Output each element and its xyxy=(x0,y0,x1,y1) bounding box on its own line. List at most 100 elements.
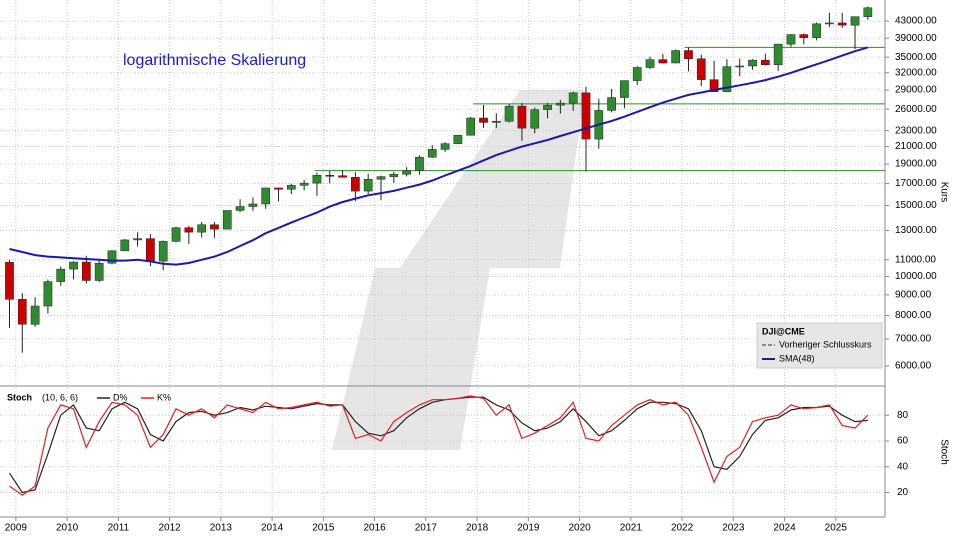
y-tick-label: 40 xyxy=(897,461,909,472)
candle-body xyxy=(504,105,514,122)
x-tick-label: 2021 xyxy=(620,523,643,534)
candle-body xyxy=(427,149,437,158)
watermark xyxy=(332,90,585,450)
x-tick-label: 2014 xyxy=(261,523,284,534)
y-tick-label: 15000.00 xyxy=(895,200,937,211)
x-tick-label: 2017 xyxy=(415,523,438,534)
y-tick-label: 26000.00 xyxy=(895,104,937,115)
candle-body xyxy=(607,97,616,111)
x-tick-label: 2013 xyxy=(210,523,233,534)
candle-body xyxy=(261,187,271,205)
stoch-panel: 2009 2010 2011 2012 2013 2014 2015 2016 2017 2018… xyxy=(0,388,909,534)
candle-body xyxy=(684,50,693,59)
candle-body xyxy=(235,206,245,211)
candle-body xyxy=(812,23,821,38)
candle-body xyxy=(133,238,142,241)
candle-body xyxy=(517,105,527,129)
candle-body xyxy=(632,67,642,81)
candle-body xyxy=(466,117,476,136)
candle-body xyxy=(107,250,117,264)
y-tick-label: 23000.00 xyxy=(895,125,937,136)
candle-body xyxy=(491,120,501,123)
candle-body xyxy=(43,281,53,307)
candle-body xyxy=(299,182,309,186)
candle-body xyxy=(748,59,757,67)
candle-body xyxy=(658,59,668,64)
candle-body xyxy=(556,102,565,106)
candle-body xyxy=(69,261,78,270)
candle-body xyxy=(581,92,591,140)
y-tick-label: 60 xyxy=(897,436,909,447)
candle-body xyxy=(94,262,104,281)
candle-body xyxy=(760,59,770,65)
candle-body xyxy=(376,176,386,180)
candle-body xyxy=(5,261,14,300)
panel-subtitle: (10, 6, 6) xyxy=(42,392,78,402)
candle-body xyxy=(773,43,783,65)
y-tick-label: 20 xyxy=(897,487,909,498)
y-tick-label: 39000.00 xyxy=(895,33,937,44)
y-tick-label: 35000.00 xyxy=(895,52,937,63)
y-tick-label: 80 xyxy=(897,410,909,421)
candle-body xyxy=(81,261,91,281)
candle-body xyxy=(402,170,411,175)
candle-body xyxy=(312,175,322,184)
x-tick-label: 2024 xyxy=(773,523,796,534)
candle-body xyxy=(389,173,399,177)
candle-body xyxy=(274,187,283,190)
y-tick-label: 32000.00 xyxy=(895,67,937,78)
x-tick-label: 2023 xyxy=(722,523,745,534)
sma-line xyxy=(9,46,869,266)
x-tick-label: 2019 xyxy=(517,523,540,534)
panel-title: Stoch xyxy=(7,392,32,402)
x-tick-label: 2015 xyxy=(312,523,335,534)
candle-body xyxy=(440,143,450,150)
y-tick-label: 13000.00 xyxy=(895,225,937,236)
candle-body xyxy=(530,109,540,129)
x-tick-label: 2009 xyxy=(5,523,28,534)
candle-body xyxy=(30,305,40,325)
y-tick-label: 9000.00 xyxy=(895,290,932,301)
candle-body xyxy=(351,177,360,192)
stoch-line xyxy=(9,395,869,496)
candle-body xyxy=(863,7,873,17)
price-panel: 6000.00 7000.00 8000.00 9000.00 10000.00 1100… xyxy=(0,0,937,385)
candle-body xyxy=(786,34,796,45)
candle-body xyxy=(56,268,66,282)
candle-body xyxy=(709,79,719,92)
candle-body xyxy=(415,156,424,171)
y-tick-label: 10000.00 xyxy=(895,271,937,282)
legend-label: D% xyxy=(113,392,128,402)
candle-body xyxy=(825,22,834,25)
y-tick-label: 7000.00 xyxy=(895,334,932,345)
x-tick-label: 2025 xyxy=(825,523,848,534)
candle-body xyxy=(479,117,488,123)
candle-body xyxy=(645,59,655,68)
candle-body xyxy=(837,22,847,26)
candle-body xyxy=(799,34,809,38)
candle-body xyxy=(210,224,219,230)
y-tick-label: 29000.00 xyxy=(895,85,937,96)
y-tick-label: 17000.00 xyxy=(895,178,937,189)
watermark-shape xyxy=(332,90,585,450)
stoch-header: Stoch (10, 6, 6) D% K% xyxy=(7,392,171,402)
legend-label: SMA(48) xyxy=(779,353,815,363)
legend-box xyxy=(756,322,883,369)
candle-body xyxy=(158,241,168,262)
candle-body xyxy=(850,16,860,26)
legend-label: Vorheriger Schlusskurs xyxy=(779,339,872,349)
candle-body xyxy=(568,92,578,104)
y-axis-title: Kurs xyxy=(938,182,949,203)
x-tick-label: 2022 xyxy=(671,523,694,534)
candle-body xyxy=(184,227,194,233)
x-tick-label: 2011 xyxy=(108,523,130,534)
candle-body xyxy=(325,175,335,177)
y-tick-label: 8000.00 xyxy=(895,310,932,321)
legend-label: K% xyxy=(157,392,171,402)
candle-body xyxy=(120,239,130,252)
y-tick-label: 11000.00 xyxy=(895,254,936,265)
candle-body xyxy=(543,104,552,110)
candle-body xyxy=(248,203,258,207)
candle-body xyxy=(197,224,206,233)
